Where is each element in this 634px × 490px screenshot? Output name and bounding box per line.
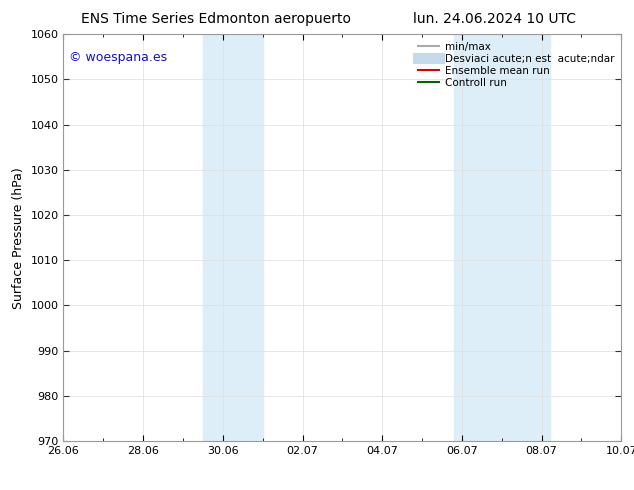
- Text: lun. 24.06.2024 10 UTC: lun. 24.06.2024 10 UTC: [413, 12, 576, 26]
- Text: © woespana.es: © woespana.es: [69, 50, 167, 64]
- Y-axis label: Surface Pressure (hPa): Surface Pressure (hPa): [12, 167, 25, 309]
- Bar: [203, 34, 262, 441]
- Legend: min/max, Desviaci acute;n est  acute;ndar, Ensemble mean run, Controll run: min/max, Desviaci acute;n est acute;ndar…: [415, 37, 618, 92]
- Text: ENS Time Series Edmonton aeropuerto: ENS Time Series Edmonton aeropuerto: [81, 12, 351, 26]
- Bar: [454, 34, 550, 441]
